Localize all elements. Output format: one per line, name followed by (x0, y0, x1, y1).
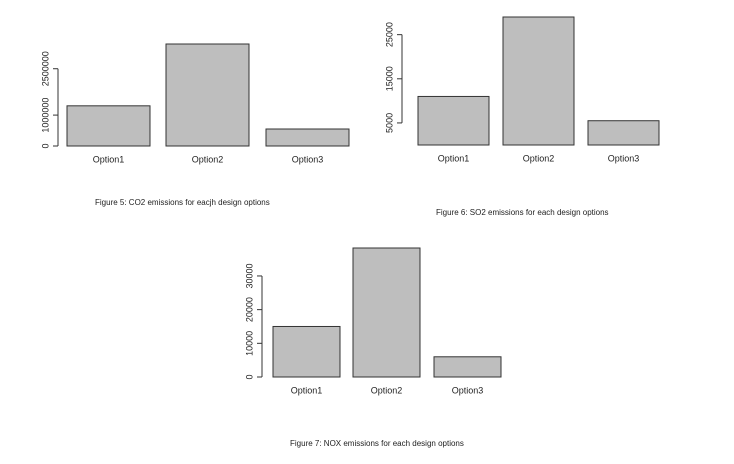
x-tick-label: Option2 (523, 153, 555, 163)
y-tick-label: 10000 (244, 331, 254, 356)
y-tick-label: 5000 (384, 113, 394, 133)
y-tick-label: 1000000 (40, 98, 50, 133)
bar (66, 105, 151, 147)
y-tick-label: 25000 (384, 22, 394, 47)
bar (265, 128, 350, 147)
figure-caption: Figure 6: SO2 emissions for each design … (436, 208, 609, 217)
x-tick-label: Option3 (608, 153, 640, 163)
y-tick-label: 0 (40, 143, 50, 148)
y-tick-label: 20000 (244, 297, 254, 322)
x-tick-label: Option2 (192, 154, 224, 164)
y-tick-label: 0 (244, 374, 254, 379)
x-tick-label: Option1 (93, 154, 125, 164)
bar (165, 43, 250, 147)
y-tick-label: 15000 (384, 66, 394, 91)
figure-caption: Figure 5: CO2 emissions for eacjh design… (95, 198, 270, 207)
x-tick-label: Option1 (438, 153, 470, 163)
x-tick-label: Option3 (292, 154, 324, 164)
y-tick-label: 2500000 (40, 51, 50, 86)
x-tick-label: Option2 (371, 385, 403, 395)
figure-caption: Figure 7: NOX emissions for each design … (290, 439, 464, 448)
bar (502, 16, 575, 146)
x-tick-label: Option3 (452, 385, 484, 395)
bar (352, 247, 421, 378)
y-tick-label: 30000 (244, 263, 254, 288)
x-tick-label: Option1 (291, 385, 323, 395)
bar (587, 120, 660, 146)
bar (433, 356, 502, 378)
bar (417, 95, 490, 146)
bar (272, 325, 341, 378)
